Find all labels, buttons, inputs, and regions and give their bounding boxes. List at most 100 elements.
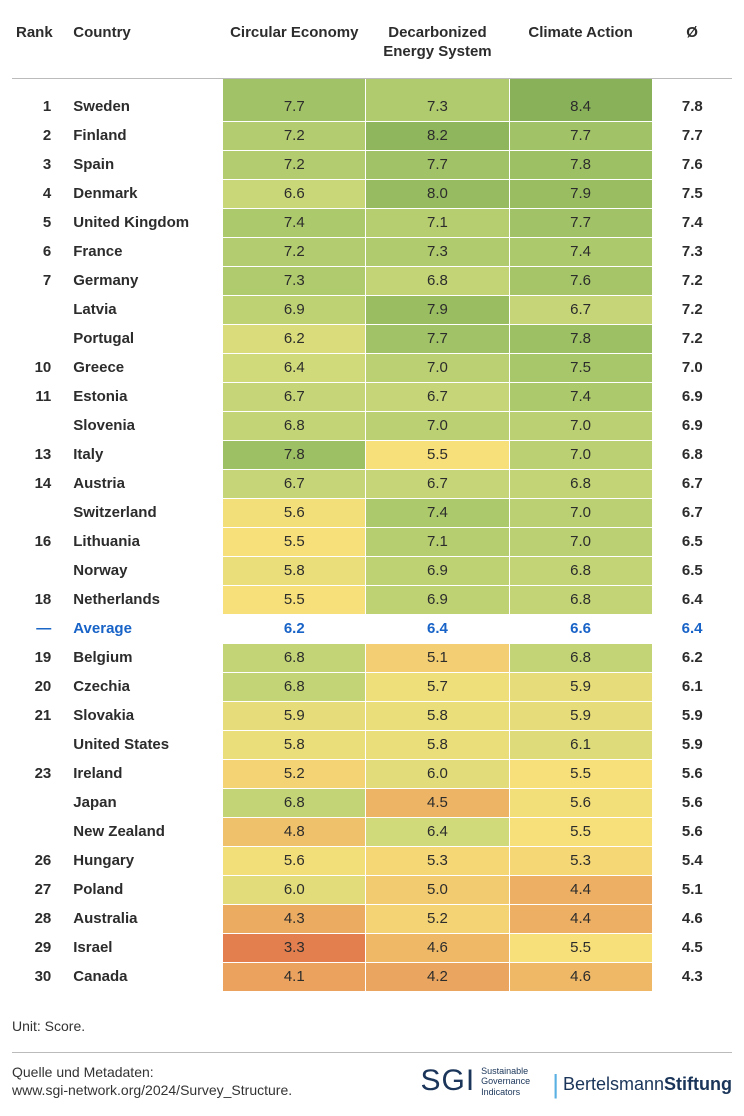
score-cell: 5.3 [509, 846, 652, 875]
avg-cell: 7.2 [652, 266, 732, 295]
score-cell: 4.3 [223, 904, 366, 933]
footer: Unit: Score. Quelle und Metadaten: www.s… [12, 1018, 732, 1101]
country-cell: France [69, 237, 222, 266]
country-cell: Italy [69, 440, 222, 469]
score-cell: 5.2 [366, 904, 509, 933]
score-cell: 7.2 [223, 237, 366, 266]
country-cell: United States [69, 730, 222, 759]
score-cell: 5.5 [509, 933, 652, 962]
avg-cell: 7.5 [652, 179, 732, 208]
country-cell: Czechia [69, 672, 222, 701]
table-row: Portugal6.27.77.87.2 [12, 324, 732, 353]
country-cell: Norway [69, 556, 222, 585]
table-row: 18Netherlands5.56.96.86.4 [12, 585, 732, 614]
table-header-row: Rank Country Circular Economy Decarboniz… [12, 16, 732, 78]
score-cell: 6.9 [223, 295, 366, 324]
score-cell: 5.9 [509, 672, 652, 701]
country-cell: Hungary [69, 846, 222, 875]
score-cell: 7.3 [366, 237, 509, 266]
score-cell: 7.0 [509, 527, 652, 556]
country-cell: Sweden [69, 78, 222, 121]
country-cell: Australia [69, 904, 222, 933]
rank-cell [12, 295, 69, 324]
score-cell: 7.0 [509, 440, 652, 469]
score-cell: 6.6 [509, 614, 652, 643]
score-cell: 8.0 [366, 179, 509, 208]
avg-cell: 6.7 [652, 498, 732, 527]
score-cell: 6.8 [223, 672, 366, 701]
avg-cell: 5.6 [652, 817, 732, 846]
rank-cell [12, 556, 69, 585]
score-cell: 6.7 [366, 469, 509, 498]
score-cell: 7.6 [509, 266, 652, 295]
country-cell: Greece [69, 353, 222, 382]
table-row: 4Denmark6.68.07.97.5 [12, 179, 732, 208]
score-cell: 7.4 [223, 208, 366, 237]
rank-cell: 10 [12, 353, 69, 382]
country-cell: Ireland [69, 759, 222, 788]
score-cell: 7.2 [223, 121, 366, 150]
score-cell: 6.2 [223, 324, 366, 353]
table-row: New Zealand4.86.45.55.6 [12, 817, 732, 846]
country-cell: Germany [69, 266, 222, 295]
rank-cell: 27 [12, 875, 69, 904]
country-cell: Japan [69, 788, 222, 817]
score-cell: 8.2 [366, 121, 509, 150]
country-cell: Estonia [69, 382, 222, 411]
country-cell: Portugal [69, 324, 222, 353]
score-cell: 6.7 [509, 295, 652, 324]
rank-cell [12, 324, 69, 353]
score-cell: 4.1 [223, 962, 366, 991]
table-row: Japan6.84.55.65.6 [12, 788, 732, 817]
footer-divider [12, 1052, 732, 1053]
table-row: 3Spain7.27.77.87.6 [12, 150, 732, 179]
score-cell: 7.0 [509, 411, 652, 440]
bertelsmann-bar-icon: | [552, 1069, 559, 1099]
table-row: 7Germany7.36.87.67.2 [12, 266, 732, 295]
country-cell: Latvia [69, 295, 222, 324]
score-cell: 5.5 [223, 585, 366, 614]
score-cell: 5.3 [366, 846, 509, 875]
score-cell: 6.6 [223, 179, 366, 208]
avg-cell: 5.1 [652, 875, 732, 904]
avg-cell: 7.8 [652, 78, 732, 121]
country-cell: Israel [69, 933, 222, 962]
table-row: United States5.85.86.15.9 [12, 730, 732, 759]
avg-cell: 6.4 [652, 614, 732, 643]
score-cell: 5.5 [509, 759, 652, 788]
score-cell: 4.2 [366, 962, 509, 991]
country-cell: New Zealand [69, 817, 222, 846]
avg-cell: 4.6 [652, 904, 732, 933]
rank-cell: 20 [12, 672, 69, 701]
score-cell: 7.0 [509, 498, 652, 527]
score-cell: 7.0 [366, 411, 509, 440]
table-row: 6France7.27.37.47.3 [12, 237, 732, 266]
score-cell: 5.8 [223, 730, 366, 759]
avg-cell: 6.8 [652, 440, 732, 469]
avg-cell: 5.9 [652, 730, 732, 759]
table-row: 21Slovakia5.95.85.95.9 [12, 701, 732, 730]
avg-cell: 7.2 [652, 295, 732, 324]
score-cell: 5.8 [223, 556, 366, 585]
country-cell: United Kingdom [69, 208, 222, 237]
rank-cell [12, 730, 69, 759]
score-cell: 5.8 [366, 730, 509, 759]
score-cell: 7.7 [366, 324, 509, 353]
score-cell: 7.1 [366, 527, 509, 556]
score-cell: 5.7 [366, 672, 509, 701]
score-cell: 6.8 [223, 788, 366, 817]
bertelsmann-logo: |BertelsmannStiftung [552, 1066, 732, 1097]
rank-cell: 11 [12, 382, 69, 411]
score-cell: 7.7 [509, 208, 652, 237]
score-cell: 6.8 [509, 469, 652, 498]
table-row: 10Greece6.47.07.57.0 [12, 353, 732, 382]
score-cell: 6.9 [366, 556, 509, 585]
score-cell: 7.9 [366, 295, 509, 324]
header-climate: Climate Action [509, 16, 652, 78]
avg-cell: 6.4 [652, 585, 732, 614]
score-cell: 4.6 [509, 962, 652, 991]
score-cell: 6.4 [366, 614, 509, 643]
score-cell: 5.5 [366, 440, 509, 469]
score-cell: 7.9 [509, 179, 652, 208]
avg-cell: 5.4 [652, 846, 732, 875]
